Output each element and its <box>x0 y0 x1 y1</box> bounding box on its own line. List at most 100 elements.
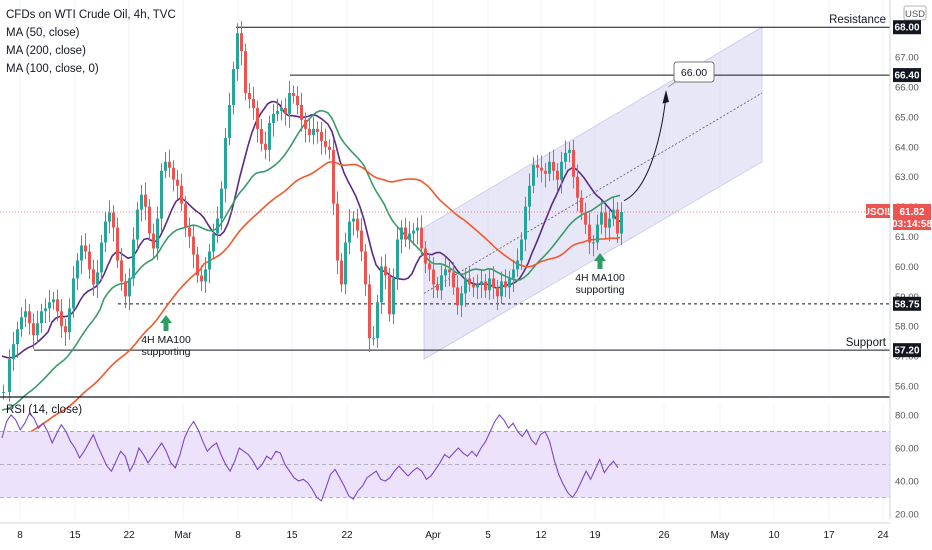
candle-body <box>620 212 623 234</box>
candle-body <box>256 107 259 129</box>
candle-body <box>416 227 419 231</box>
candle-body <box>48 302 51 309</box>
symbol-tag <box>866 204 890 219</box>
candle-body <box>308 128 311 135</box>
level-price-tag <box>893 296 921 311</box>
candle-body <box>588 224 591 243</box>
candle-body <box>448 269 451 273</box>
target-callout <box>673 61 715 83</box>
candle-body <box>160 170 163 219</box>
candle-body <box>76 260 79 279</box>
candle-body <box>144 194 147 207</box>
candle-body <box>348 221 351 243</box>
candle-body <box>36 323 39 336</box>
candle-body <box>396 239 399 279</box>
candle-body <box>200 275 203 282</box>
candle-body <box>492 278 495 288</box>
price-tick-label: 63.00 <box>895 172 919 183</box>
time-tick-label: Mar <box>174 530 192 541</box>
candle-body <box>432 269 435 285</box>
candle-body <box>412 230 415 234</box>
candle-body <box>372 338 375 340</box>
candle-body <box>468 278 471 285</box>
candle-body <box>480 281 483 285</box>
currency-label: USD <box>905 9 925 20</box>
candle-body <box>340 260 343 285</box>
time-tick-label: Apr <box>425 530 441 541</box>
candle-body <box>180 185 183 204</box>
time-tick-label: 24 <box>877 530 889 541</box>
time-tick-label: 10 <box>768 530 780 541</box>
candle-body <box>336 203 339 261</box>
price-channel <box>423 26 763 360</box>
time-tick-label: 17 <box>823 530 835 541</box>
candle-body <box>40 311 43 324</box>
candle-body <box>128 278 131 297</box>
candle-body <box>152 233 155 249</box>
price-tick-label: 58.00 <box>895 322 919 333</box>
candle-body <box>196 254 199 276</box>
candle-body <box>84 245 87 252</box>
level-label: Resistance <box>829 14 886 26</box>
time-tick-label: 19 <box>589 530 601 541</box>
level-price-text: 66.40 <box>894 71 919 82</box>
candle-body <box>172 167 175 180</box>
candle-body <box>360 230 363 252</box>
candle-body <box>168 161 171 168</box>
candle-body <box>20 317 23 330</box>
candle-body <box>280 107 283 111</box>
time-tick-label: 8 <box>17 530 23 541</box>
candle-body <box>228 104 231 138</box>
candle-body <box>244 51 247 94</box>
legend-title: CFDs on WTI Crude Oil, 4h, TVC <box>6 9 176 21</box>
target-label: 66.00 <box>681 67 707 79</box>
candle-body <box>272 113 275 123</box>
level-label: Support <box>846 337 887 349</box>
price-tick-label: 65.00 <box>895 112 919 123</box>
candle-body <box>248 93 251 99</box>
chart-legend: CFDs on WTI Crude Oil, 4h, TVC MA (50, c… <box>6 6 176 78</box>
legend-ma100: MA (100, close, 0) <box>6 63 99 75</box>
candle-body <box>328 146 331 150</box>
candle-body <box>460 293 463 306</box>
level-lines: Resistance Support <box>34 14 890 351</box>
time-tick-label: 15 <box>69 530 81 541</box>
candle-body <box>440 275 443 291</box>
price-tick-label: 56.00 <box>895 382 919 393</box>
candle-body <box>368 284 371 339</box>
candle-body <box>544 170 547 174</box>
candle-body <box>148 206 151 234</box>
projection-arrow <box>623 95 667 202</box>
candle-body <box>548 161 551 174</box>
candle-body <box>2 392 5 394</box>
candle-body <box>500 281 503 297</box>
candle-body <box>212 233 215 252</box>
candle-body <box>184 203 187 228</box>
time-tick-label: May <box>711 530 730 541</box>
candle-body <box>392 278 395 315</box>
level-price-tag <box>893 20 921 35</box>
candle-body <box>560 161 563 180</box>
candle-body <box>16 329 19 345</box>
channel-midline <box>423 92 763 294</box>
candle-body <box>332 149 335 204</box>
candle-body <box>136 209 139 240</box>
candle-body <box>208 251 211 270</box>
candle-body <box>240 33 243 52</box>
candle-body <box>32 323 35 336</box>
candle-body <box>404 227 407 240</box>
candle-body <box>324 140 327 147</box>
candle-body <box>364 251 367 285</box>
candle-body <box>584 212 587 225</box>
price-tick-label: 60.00 <box>895 262 919 273</box>
candles <box>2 20 623 402</box>
candle-body <box>224 137 227 189</box>
candle-body <box>352 218 355 222</box>
candle-body <box>268 122 271 150</box>
candle-body <box>564 152 567 162</box>
candle-body <box>120 260 123 282</box>
candle-body <box>428 263 431 270</box>
price-tick-label: 61.00 <box>895 232 919 243</box>
candle-body <box>44 308 47 312</box>
ma100-line <box>1 109 621 411</box>
